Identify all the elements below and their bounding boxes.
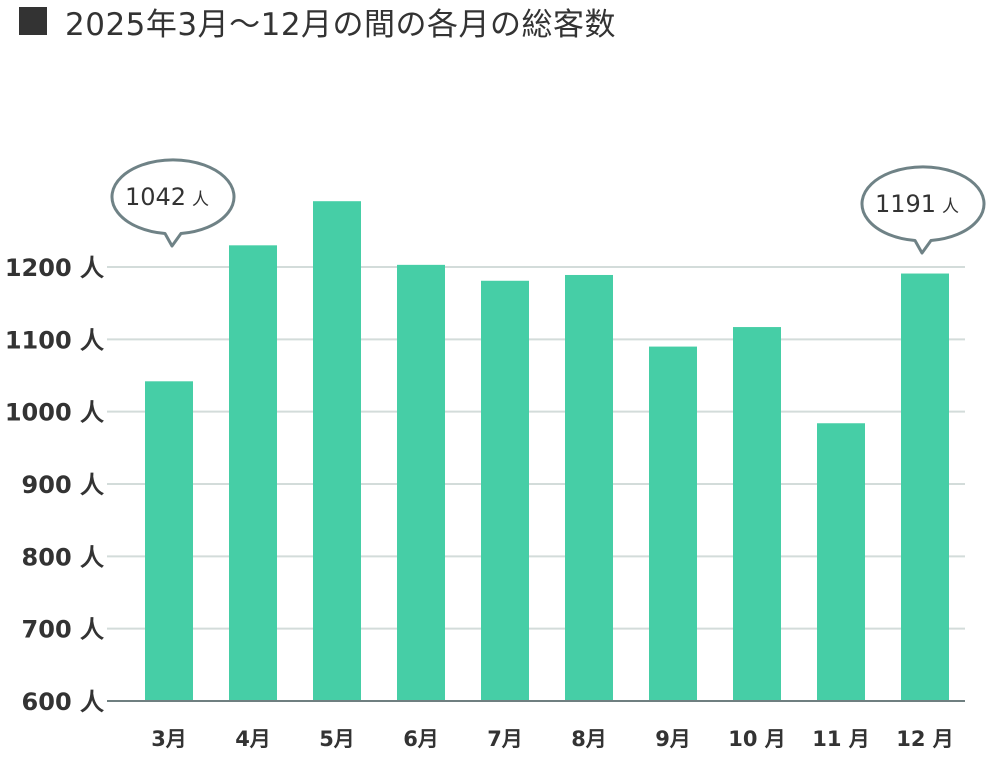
y-tick-label: 900 人 xyxy=(22,471,104,499)
bar xyxy=(481,280,529,701)
x-tick-label: 7月 xyxy=(487,727,523,751)
bar xyxy=(901,273,949,701)
bar xyxy=(397,264,445,701)
bars xyxy=(145,201,949,702)
bar xyxy=(145,381,193,701)
x-tick-label: 5月 xyxy=(319,727,355,751)
bar xyxy=(229,245,277,702)
y-tick-label: 600 人 xyxy=(22,688,104,716)
callout-value: 1042 人 xyxy=(125,183,209,211)
x-tick-label: 11 月 xyxy=(812,727,870,751)
y-tick-label: 800 人 xyxy=(22,543,104,571)
x-tick-label: 8月 xyxy=(571,727,607,751)
bar xyxy=(817,423,865,701)
bar xyxy=(733,327,781,701)
bar xyxy=(565,274,613,701)
x-tick-label: 10 月 xyxy=(728,727,786,751)
x-tick-label: 4月 xyxy=(235,727,271,751)
x-tick-label: 3月 xyxy=(151,727,187,751)
y-tick-label: 1000 人 xyxy=(5,399,104,427)
bar xyxy=(313,201,361,701)
y-tick-label: 1200 人 xyxy=(5,254,104,282)
x-tick-label: 12 月 xyxy=(896,727,954,751)
chart-title-text: 2025年3月〜12月の間の各月の総客数 xyxy=(65,6,617,43)
title-square-marker-icon xyxy=(19,7,47,35)
x-tick-label: 6月 xyxy=(403,727,439,751)
callouts: 1042 人 1191 人 xyxy=(110,158,986,255)
x-tick-label: 9月 xyxy=(655,727,691,751)
y-tick-label: 700 人 xyxy=(22,616,104,644)
chart-title: 2025年3月〜12月の間の各月の総客数 xyxy=(19,2,616,43)
y-tick-label: 1100 人 xyxy=(5,326,104,354)
y-axis-labels: 600 人 700 人 800 人 900 人 1000 人 1100 人 1200 人 xyxy=(5,254,104,716)
callout-value: 1191 人 xyxy=(875,190,959,218)
callout-bubble: 1191 人 xyxy=(860,165,986,255)
callout-bubble: 1042 人 xyxy=(110,158,236,248)
bar xyxy=(649,346,697,701)
x-axis-labels: 3月 4月 5月 6月 7月 8月 9月 10 月 11 月 12 月 xyxy=(151,727,954,751)
